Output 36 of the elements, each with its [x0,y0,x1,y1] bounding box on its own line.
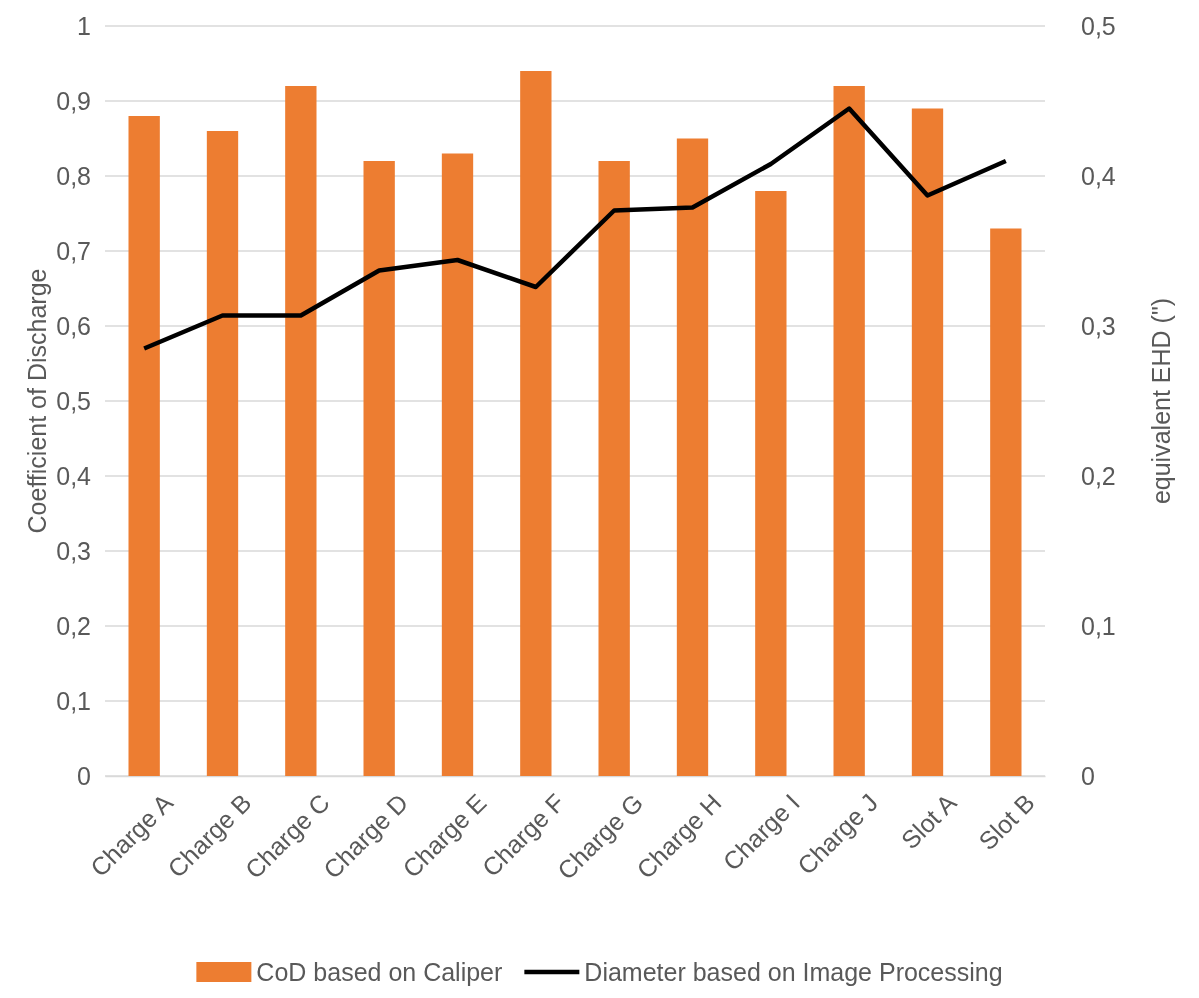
y-tick-label: 0 [77,761,91,790]
legend-label: CoD based on Caliper [256,958,503,986]
bar [285,86,317,776]
y2-tick-label: 0 [1081,761,1095,790]
y2-tick-label: 0,3 [1081,311,1116,340]
bar [676,138,709,776]
y2-tick-label: 0,1 [1081,611,1116,640]
bar [363,161,395,776]
bar [911,108,944,776]
y-tick-label: 0,7 [56,236,91,265]
y-tick-label: 0,2 [56,611,91,640]
y2-tick-label: 0,4 [1081,161,1116,190]
y-tick-label: 0,1 [56,686,91,715]
bar [990,228,1022,776]
bar [755,191,787,776]
bar [598,161,630,776]
y-tick-label: 0,4 [56,461,92,490]
line-series [141,106,1009,351]
y2-axis-title: equivalent EHD (") [1147,297,1175,505]
x-tick-label: Slot B [972,788,1040,856]
y-tick-label: 0,6 [56,311,91,340]
y-tick-label: 0,3 [56,536,91,565]
y-tick-label: 0,9 [56,86,91,115]
y2-tick-label: 0,5 [1081,11,1116,40]
y-tick-label: 0,5 [56,386,91,415]
y-tick-label: 0,8 [56,161,91,190]
y-tick-label: 1 [77,11,91,40]
bar [128,116,160,776]
bar [833,86,865,776]
x-tick-label: Slot A [895,788,962,855]
bar [206,131,239,776]
y2-tick-label: 0,2 [1081,461,1116,490]
legend-label: Diameter based on Image Processing [584,958,1003,986]
y-axis-title: Coefficient of Discharge [23,268,51,534]
bar [441,153,474,776]
bar [520,71,552,776]
